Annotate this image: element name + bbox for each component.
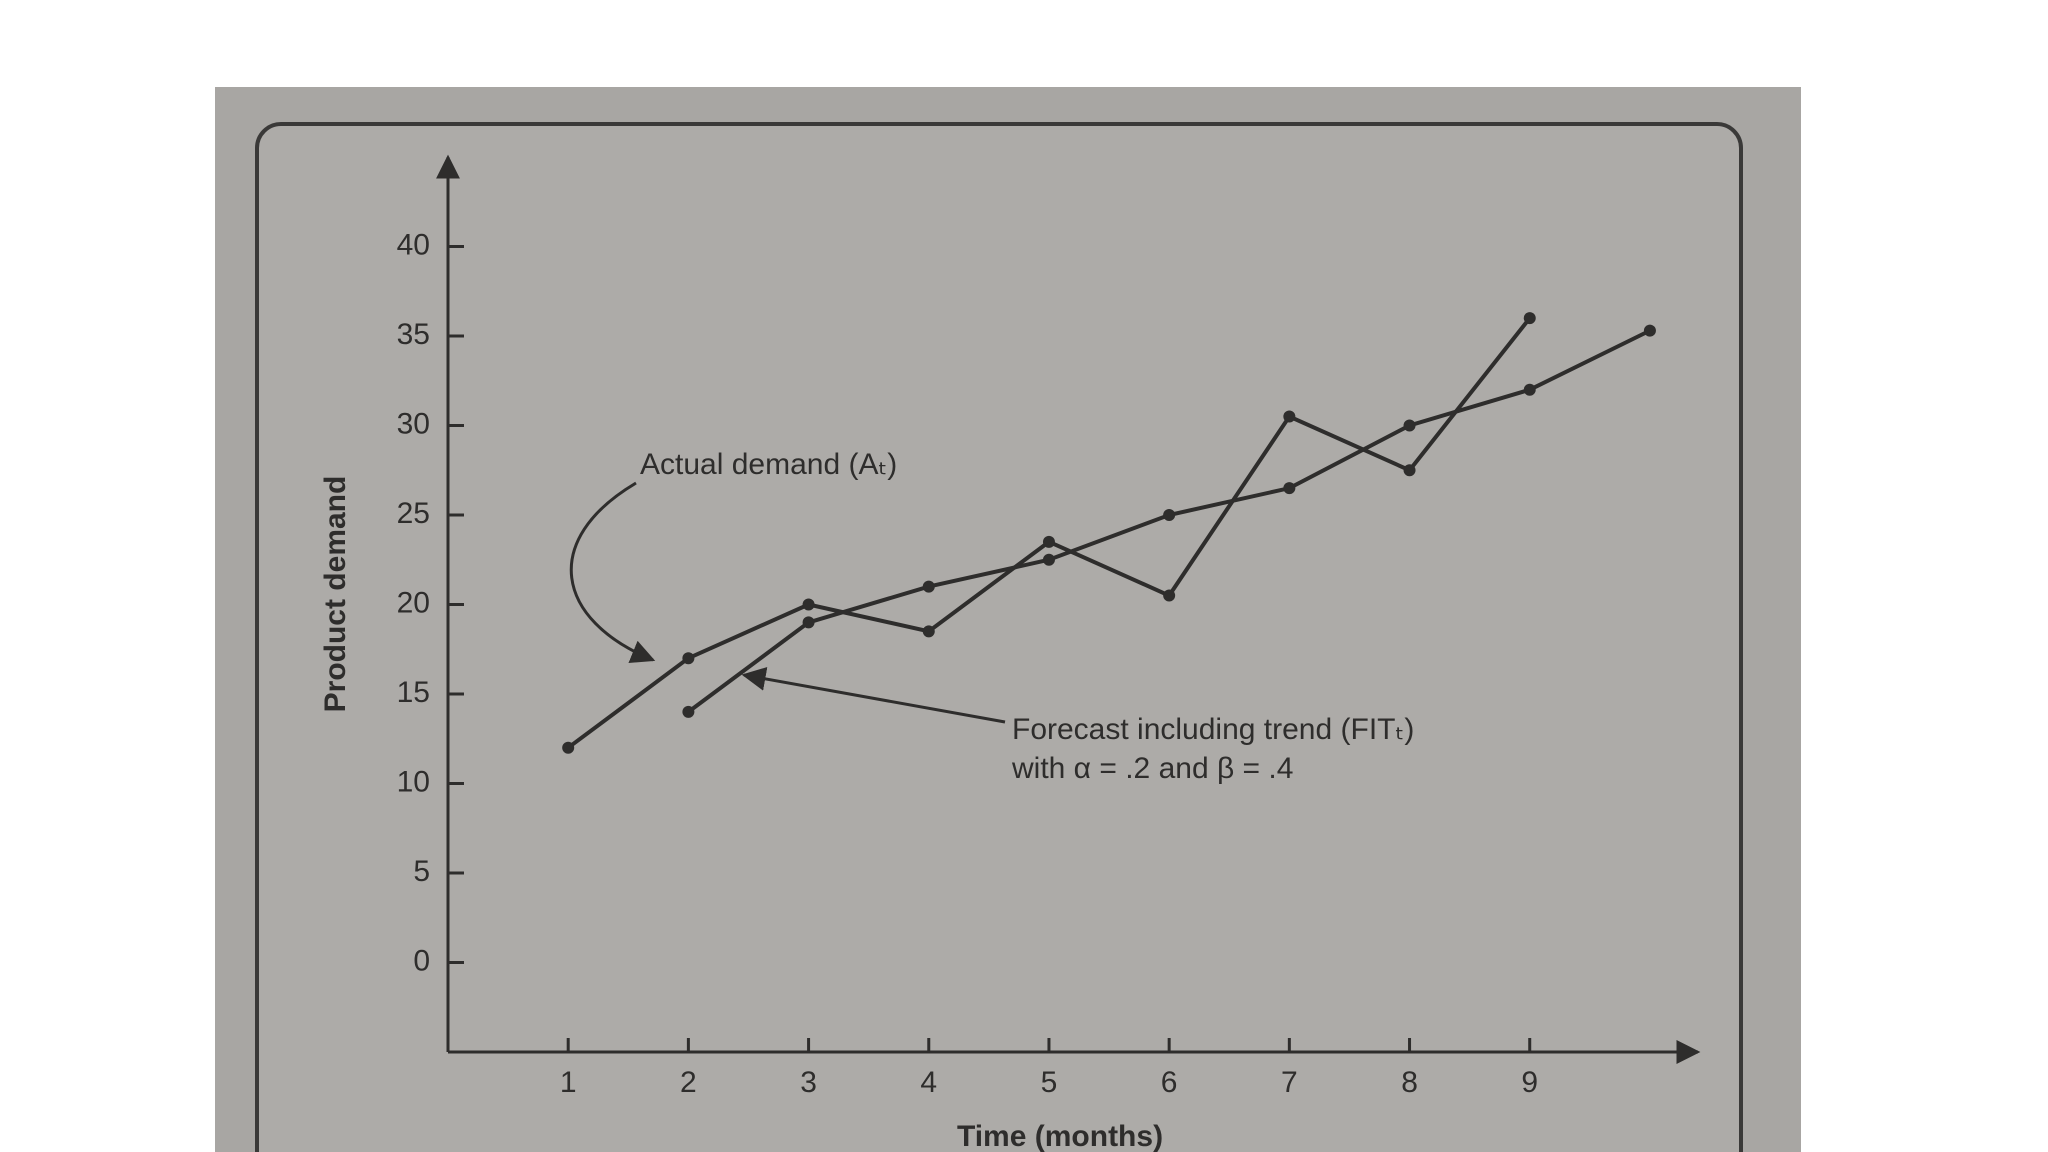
y-tick-label: 25 xyxy=(397,497,430,530)
data-point xyxy=(1283,482,1296,495)
x-tick-label: 3 xyxy=(800,1066,817,1099)
data-point xyxy=(922,625,935,638)
data-point xyxy=(1643,324,1656,337)
x-tick-label: 6 xyxy=(1161,1066,1178,1099)
y-tick-label: 40 xyxy=(397,228,430,261)
figure-frame xyxy=(255,122,1743,1152)
x-tick-label: 5 xyxy=(1041,1066,1058,1099)
x-tick-label: 8 xyxy=(1401,1066,1418,1099)
annotation-parameters: with α = .2 and β = .4 xyxy=(1011,752,1293,785)
annotation-arrow xyxy=(569,481,656,663)
y-axis-label: Product demand xyxy=(319,476,352,713)
x-tick-label: 2 xyxy=(680,1066,697,1099)
data-point xyxy=(1163,509,1176,521)
annotation-actual: Actual demand (Aₜ) xyxy=(640,448,897,481)
y-tick-label: 35 xyxy=(397,318,430,351)
data-point xyxy=(1283,410,1296,423)
data-point xyxy=(682,705,695,718)
x-tick-label: 4 xyxy=(920,1066,937,1099)
data-point xyxy=(1523,312,1536,325)
data-point xyxy=(562,741,575,754)
data-point xyxy=(1403,464,1416,477)
y-tick-label: 30 xyxy=(397,407,430,440)
y-tick-label: 20 xyxy=(397,586,430,619)
data-point xyxy=(1163,589,1176,602)
y-tick-label: 5 xyxy=(413,855,430,888)
x-axis-label: Time (months) xyxy=(957,1120,1163,1152)
x-tick-label: 9 xyxy=(1521,1066,1538,1099)
y-tick-label: 10 xyxy=(397,765,430,798)
x-tick-label: 1 xyxy=(560,1066,577,1099)
y-tick-label: 15 xyxy=(397,676,430,709)
data-point xyxy=(802,598,815,611)
data-point xyxy=(1523,383,1536,396)
data-point xyxy=(922,580,935,593)
data-point xyxy=(802,616,815,629)
data-point xyxy=(682,652,695,665)
data-point xyxy=(1042,553,1055,566)
data-point xyxy=(1042,535,1055,548)
annotation-arrow xyxy=(741,667,1006,724)
x-tick-label: 7 xyxy=(1281,1066,1298,1099)
y-tick-label: 0 xyxy=(413,944,430,977)
annotation-forecast: Forecast including trend (FITₜ) xyxy=(1012,713,1414,746)
data-point xyxy=(1403,419,1416,432)
